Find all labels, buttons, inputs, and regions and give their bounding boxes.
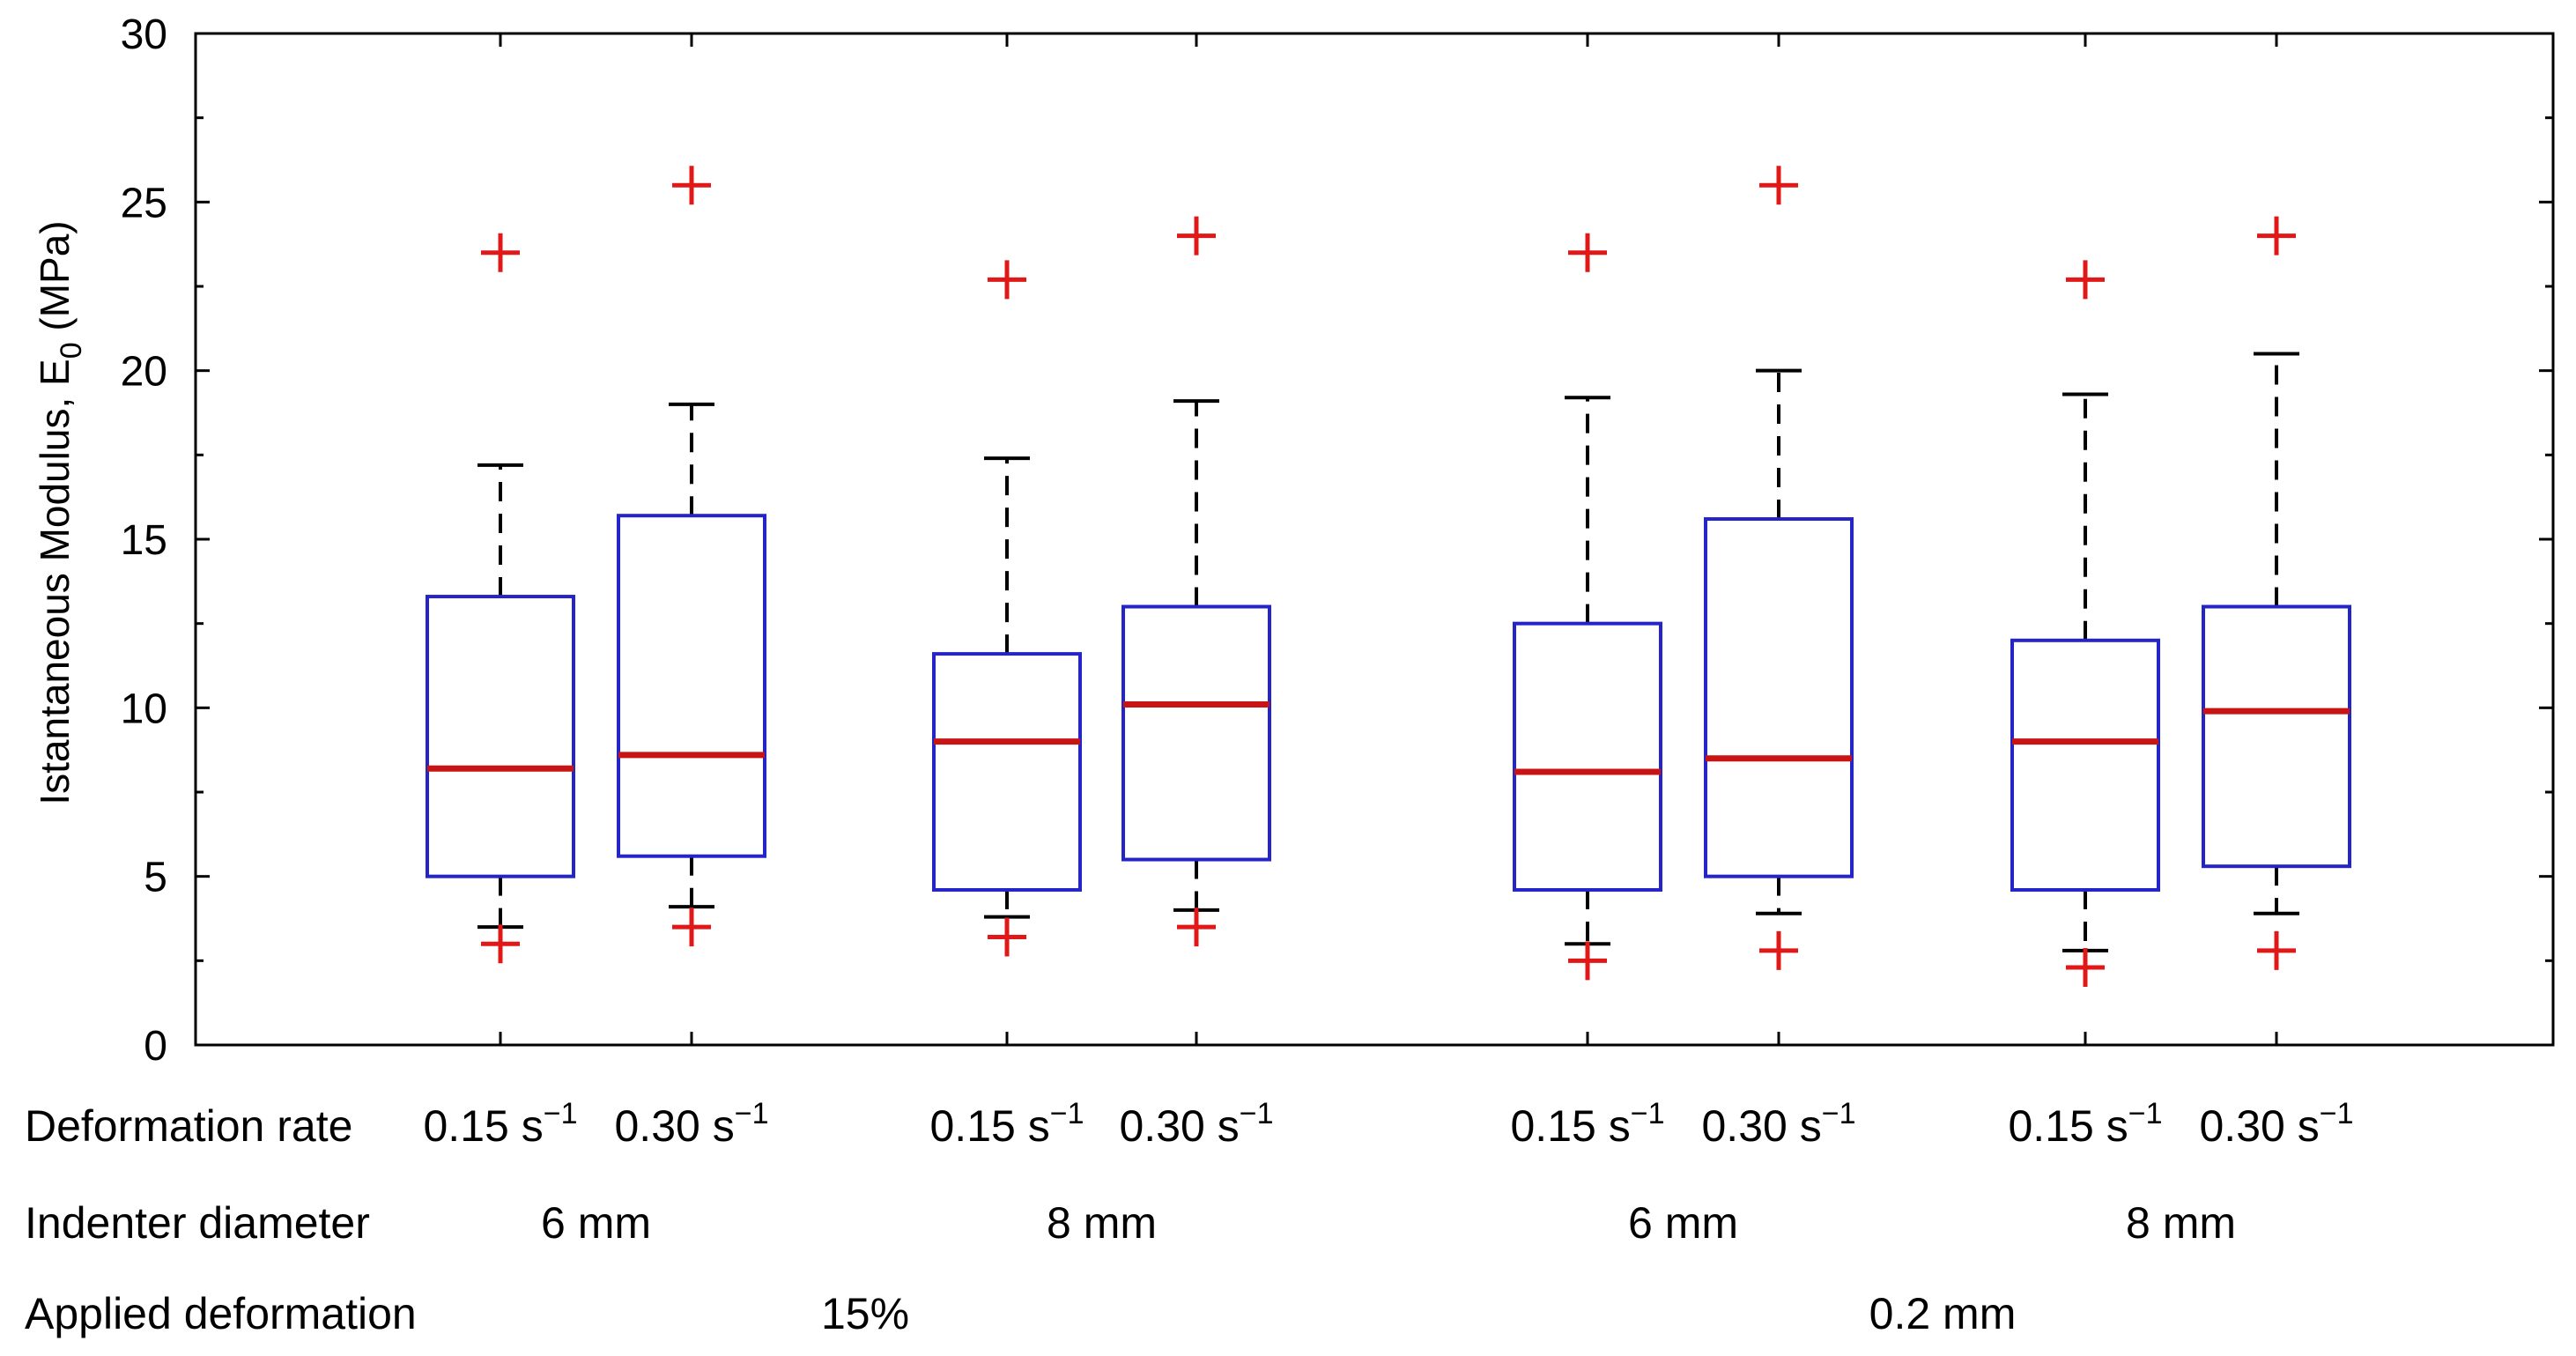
- box-6: [1704, 166, 1854, 970]
- diameter-label: 8 mm: [1047, 1198, 1157, 1248]
- deformation-label: 0.2 mm: [1869, 1289, 2017, 1338]
- y-axis-title: Istantaneous Modulus, E0 (MPa): [32, 220, 88, 804]
- box-3: [932, 260, 1082, 957]
- box-iqr: [1704, 517, 1854, 878]
- rate-label: 0.15 s−1: [1511, 1097, 1665, 1151]
- box-iqr: [932, 652, 1082, 892]
- y-tick-label: 5: [144, 855, 167, 901]
- box-iqr: [1513, 621, 1662, 892]
- y-tick-label: 10: [121, 685, 167, 732]
- box-1: [426, 233, 575, 964]
- box-4: [1121, 216, 1271, 947]
- boxes: [426, 166, 2351, 987]
- plot-frame: [194, 32, 2555, 1047]
- row-label-deformation: Applied deformation: [25, 1289, 417, 1338]
- diameter-label: 6 mm: [1628, 1198, 1738, 1248]
- diameter-label: 6 mm: [541, 1198, 651, 1248]
- rate-label: 0.15 s−1: [930, 1097, 1084, 1151]
- y-tick-label: 30: [121, 11, 167, 58]
- y-axis: 0 5 10 15 20 25 30 Istantaneous Modulus, E0 (MP…: [32, 11, 2553, 1070]
- box-iqr: [2010, 638, 2160, 892]
- y-tick-label: 0: [144, 1023, 167, 1070]
- plot-area: [194, 32, 2555, 1047]
- diameter-label: 8 mm: [2126, 1198, 2236, 1248]
- rate-label: 0.30 s−1: [1120, 1097, 1274, 1151]
- rate-label: 0.30 s−1: [615, 1097, 769, 1151]
- box-iqr: [426, 595, 575, 878]
- rate-label: 0.30 s−1: [1702, 1097, 1856, 1151]
- category-labels: Deformation rate Indenter diameter Applied…: [25, 1097, 2353, 1338]
- deformation-label: 15%: [821, 1289, 909, 1338]
- box-8: [2202, 216, 2351, 970]
- row-label-rate: Deformation rate: [25, 1101, 352, 1151]
- rate-label: 0.15 s−1: [424, 1097, 578, 1151]
- box-iqr: [2202, 604, 2351, 869]
- y-tick-label: 20: [121, 349, 167, 396]
- y-tick-label: 15: [121, 517, 167, 564]
- row-label-diameter: Indenter diameter: [25, 1198, 370, 1248]
- box-iqr: [617, 514, 766, 858]
- rate-label: 0.15 s−1: [2009, 1097, 2163, 1151]
- box-7: [2010, 260, 2160, 987]
- y-tick-label: 25: [121, 180, 167, 226]
- box-iqr: [1121, 604, 1271, 862]
- box-5: [1513, 233, 1662, 981]
- box-2: [617, 166, 766, 947]
- rate-label: 0.30 s−1: [2200, 1097, 2354, 1151]
